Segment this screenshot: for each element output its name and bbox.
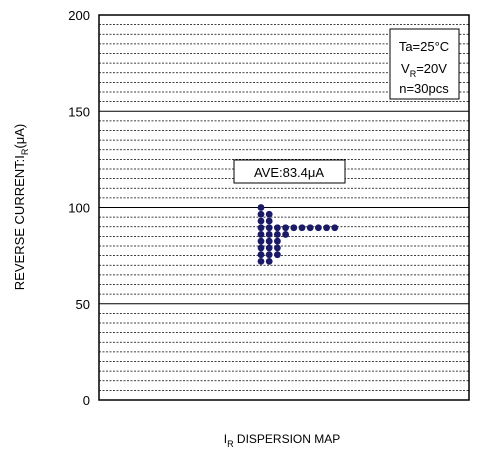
data-point (306, 224, 314, 232)
average-box: AVE:83.4μA (233, 159, 346, 184)
data-point (257, 258, 265, 265)
data-point (265, 217, 273, 225)
data-point (274, 224, 281, 232)
data-point (265, 210, 273, 218)
data-point (257, 237, 265, 245)
y-tick-label: 0 (83, 393, 90, 408)
data-points (257, 204, 339, 265)
data-point (257, 210, 265, 218)
data-point (282, 224, 289, 232)
data-point (257, 251, 265, 259)
y-axis-label: REVERSE CURRENT:IR(μA) (12, 124, 30, 290)
data-point (331, 224, 339, 232)
plot-frame (98, 14, 470, 401)
data-point (323, 224, 330, 232)
data-point (265, 237, 273, 245)
condition-temperature: Ta=25°C (399, 39, 449, 54)
data-point (257, 244, 265, 252)
data-point (265, 244, 273, 252)
data-point (315, 224, 322, 232)
data-point (282, 231, 289, 238)
y-tick-label: 150 (68, 104, 90, 119)
data-point (265, 258, 273, 265)
y-tick-label: 200 (68, 8, 90, 23)
data-point (257, 224, 265, 232)
data-point (274, 231, 281, 238)
condition-voltage: VR=20V (401, 61, 447, 79)
y-tick-labels: 0 50 100 150 200 (68, 8, 90, 408)
y-tick-label: 50 (76, 297, 90, 312)
data-point (274, 237, 281, 245)
data-point (265, 224, 273, 232)
x-axis-label: IR DISPERSION MAP (224, 432, 341, 449)
conditions-box: Ta=25°C VR=20V n=30pcs (389, 28, 460, 100)
data-point (257, 217, 265, 225)
data-point (274, 244, 281, 252)
data-point (257, 204, 265, 211)
data-point (290, 224, 298, 232)
data-point (257, 231, 265, 238)
y-tick-label: 100 (68, 201, 90, 216)
condition-sample-count: n=30pcs (399, 81, 449, 96)
data-point (265, 251, 273, 259)
data-point (298, 224, 306, 232)
data-point (265, 231, 273, 238)
data-point (274, 251, 281, 259)
average-label: AVE:83.4μA (254, 165, 324, 180)
